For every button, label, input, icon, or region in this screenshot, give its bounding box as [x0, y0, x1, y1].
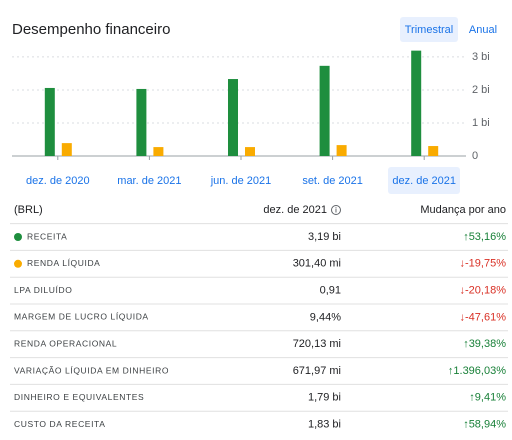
category-selected-bg: [388, 167, 460, 194]
row-change: ↓-19,75%: [460, 258, 507, 270]
row-change: ↓-47,61%: [460, 311, 507, 323]
row-change: ↓-20,18%: [460, 285, 507, 297]
info-icon[interactable]: [331, 205, 341, 215]
tab-selected-bg: [400, 17, 458, 42]
row-label: RENDA OPERACIONAL: [14, 338, 117, 348]
row-change: ↑53,16%: [463, 231, 506, 243]
table-header: dez. de 2021: [263, 204, 327, 216]
table-header: Mudança por ano: [420, 204, 506, 216]
row-value: 720,13 mi: [293, 338, 341, 350]
x-tick-label: mar. de 2021: [117, 175, 181, 187]
row-value: 671,97 mi: [293, 365, 341, 377]
row-value: 9,44%: [310, 311, 341, 323]
bar: [336, 145, 347, 156]
row-change: ↑9,41%: [469, 392, 506, 404]
row-label: DINHEIRO E EQUIVALENTES: [14, 392, 144, 402]
bar: [153, 147, 164, 156]
row-label: MARGEM DE LUCRO LÍQUIDA: [14, 312, 149, 322]
row-value: 3,19 bi: [308, 231, 341, 243]
legend-label: RECEITA: [27, 231, 67, 241]
row-value: 1,83 bi: [308, 419, 341, 431]
table-header: (BRL): [14, 204, 43, 216]
y-tick-label: 1 bi: [472, 117, 490, 129]
y-tick-label: 2 bi: [472, 84, 490, 96]
bar: [428, 146, 439, 156]
title: Desempenho financeiro: [12, 21, 170, 38]
bar: [319, 65, 330, 156]
row-label: CUSTO DA RECEITA: [14, 419, 105, 429]
y-tick-label: 0: [472, 150, 478, 162]
legend-label: RENDA LÍQUIDA: [27, 258, 100, 268]
bar: [44, 87, 55, 156]
row-change: ↑39,38%: [463, 338, 506, 350]
bar: [245, 147, 255, 156]
tab[interactable]: Anual: [469, 24, 497, 36]
tab[interactable]: Trimestral: [405, 24, 453, 36]
row-value: 301,40 mi: [293, 258, 341, 270]
row-label: VARIAÇÃO LÍQUIDA EM DINHEIRO: [14, 365, 169, 375]
x-tick-label: dez. de 2021: [392, 175, 456, 187]
bar: [61, 143, 72, 156]
bar: [411, 50, 422, 157]
row-value: 1,79 bi: [308, 392, 341, 404]
bar: [228, 79, 238, 156]
x-tick-label: dez. de 2020: [26, 175, 90, 187]
x-tick-label: jun. de 2021: [210, 175, 272, 187]
row-value: 0,91: [320, 285, 341, 297]
row-change: ↑1.396,03%: [448, 365, 506, 377]
y-tick-label: 3 bi: [472, 51, 490, 63]
x-tick-label: set. de 2021: [302, 175, 363, 187]
row-change: ↑58,94%: [463, 419, 506, 431]
legend-dot: [14, 233, 22, 241]
info-icon-glyph: i: [335, 207, 337, 214]
legend-dot: [14, 259, 22, 268]
bar: [136, 88, 147, 156]
row-label: LPA DILUÍDO: [14, 285, 72, 295]
